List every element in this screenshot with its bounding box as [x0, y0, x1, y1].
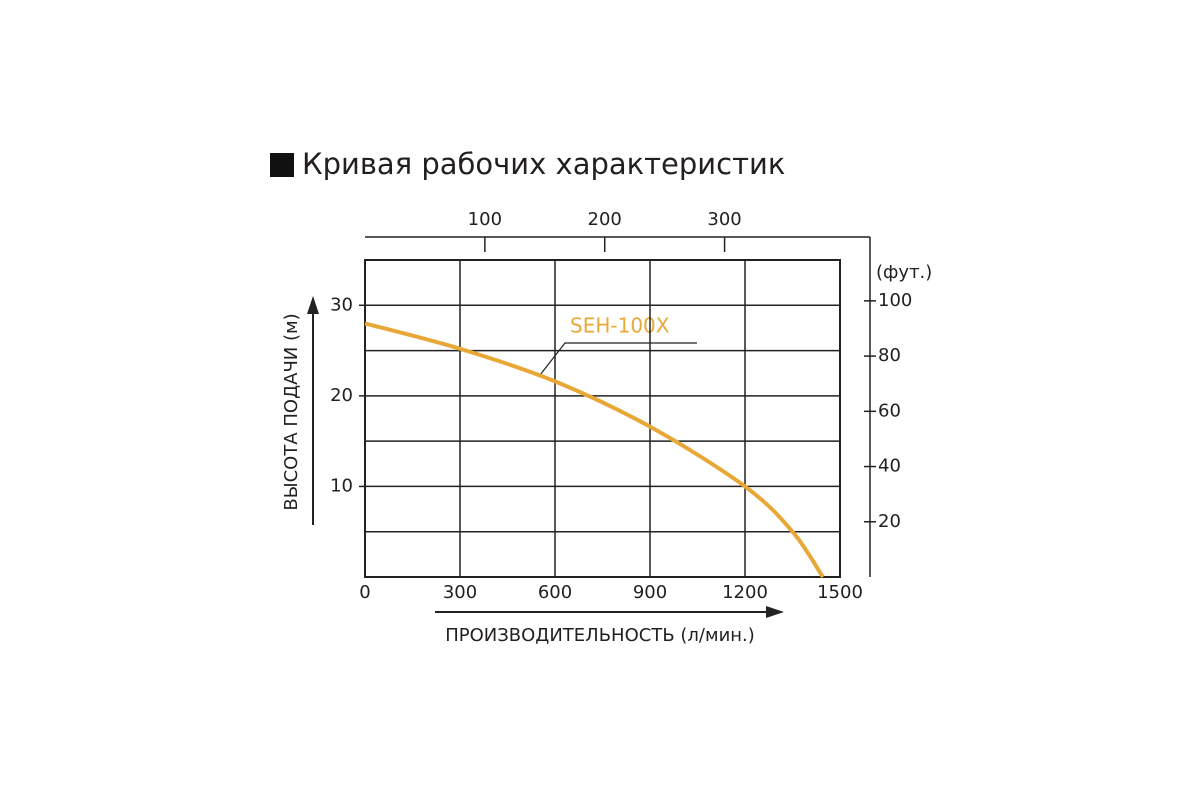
y-tick-label: 30	[330, 294, 353, 315]
y2-tick-label: 100	[878, 290, 912, 311]
curve	[364, 321, 825, 579]
x-tick-label: 1200	[722, 582, 768, 603]
chart-title: Кривая рабочих характеристик	[302, 147, 785, 181]
x-tick-label: 600	[538, 582, 572, 603]
y2-tick-label: 60	[878, 400, 901, 421]
y2-tick-label: 20	[878, 511, 901, 532]
y-axis-label: ВЫСОТА ПОДАЧИ (м)	[281, 313, 302, 510]
y2-axis-label: (фут.)	[876, 262, 932, 283]
axis-frame	[307, 236, 871, 618]
plot-frame	[364, 259, 841, 578]
x-tick-label: 1500	[817, 582, 863, 603]
y-tick-label: 20	[330, 385, 353, 406]
x-tick-label: 900	[633, 582, 667, 603]
series-label: SEH-100X	[570, 314, 670, 338]
x-axis-label: ПРОИЗВОДИТЕЛЬНОСТЬ (л/мин.)	[445, 625, 755, 646]
title-marker	[270, 153, 294, 177]
leader-line	[539, 342, 697, 376]
x2-tick-label: 200	[588, 209, 622, 230]
x2-tick-label: 100	[468, 209, 502, 230]
y-tick-label: 10	[330, 475, 353, 496]
y2-tick-label: 80	[878, 345, 901, 366]
x-arrow-head	[766, 606, 784, 618]
y2-tick-label: 40	[878, 456, 901, 477]
x2-tick-label: 300	[707, 209, 741, 230]
x-tick-label: 300	[443, 582, 477, 603]
y-arrow-head	[307, 296, 319, 314]
x-tick-label: 0	[359, 582, 370, 603]
